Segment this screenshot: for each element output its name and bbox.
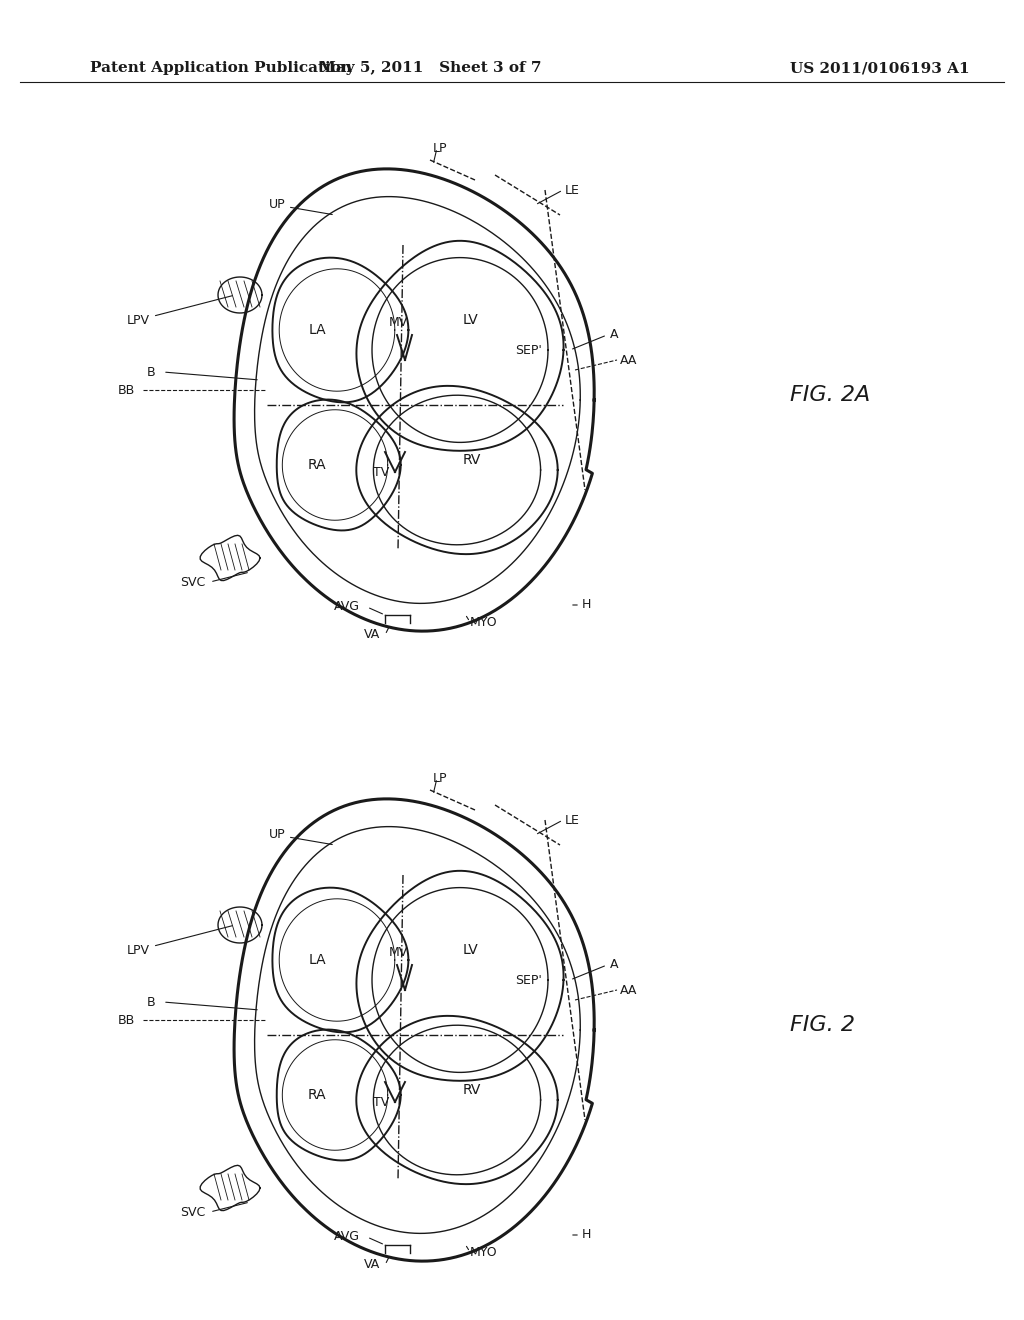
Text: AVG: AVG: [334, 1230, 360, 1243]
Text: LP: LP: [433, 141, 447, 154]
Text: H: H: [582, 1229, 592, 1242]
Text: LV: LV: [462, 313, 478, 327]
Text: MV: MV: [389, 945, 409, 958]
Text: TV: TV: [373, 1097, 389, 1110]
Text: SEP': SEP': [515, 974, 542, 986]
Text: TV: TV: [373, 466, 389, 479]
Text: LV: LV: [462, 942, 478, 957]
Text: AA: AA: [620, 983, 637, 997]
Text: LE: LE: [565, 183, 580, 197]
Text: May 5, 2011   Sheet 3 of 7: May 5, 2011 Sheet 3 of 7: [318, 61, 542, 75]
Text: US 2011/0106193 A1: US 2011/0106193 A1: [790, 61, 970, 75]
Text: B: B: [146, 366, 155, 379]
Text: LP: LP: [433, 771, 447, 784]
Text: LA: LA: [308, 953, 326, 968]
Text: RV: RV: [463, 453, 481, 467]
Text: Patent Application Publication: Patent Application Publication: [90, 61, 352, 75]
Text: FIG. 2A: FIG. 2A: [790, 385, 870, 405]
Text: A: A: [610, 958, 618, 972]
Text: LA: LA: [308, 323, 326, 337]
Text: AA: AA: [620, 354, 637, 367]
Text: MV: MV: [389, 315, 409, 329]
Text: MYO: MYO: [470, 615, 498, 628]
Text: RA: RA: [307, 458, 327, 473]
Text: LPV: LPV: [127, 925, 232, 957]
Text: AVG: AVG: [334, 601, 360, 614]
Text: FIG. 2: FIG. 2: [790, 1015, 855, 1035]
Text: H: H: [582, 598, 592, 611]
Text: VA: VA: [364, 628, 380, 642]
Text: B: B: [146, 995, 155, 1008]
Text: MYO: MYO: [470, 1246, 498, 1258]
Text: BB: BB: [118, 384, 135, 396]
Text: UP: UP: [268, 829, 332, 845]
Text: BB: BB: [118, 1014, 135, 1027]
Text: SVC: SVC: [180, 576, 205, 589]
Text: SVC: SVC: [180, 1205, 205, 1218]
Text: LE: LE: [565, 813, 580, 826]
Text: SEP': SEP': [515, 343, 542, 356]
Text: RV: RV: [463, 1082, 481, 1097]
Text: RA: RA: [307, 1088, 327, 1102]
Text: VA: VA: [364, 1258, 380, 1271]
Text: LPV: LPV: [127, 296, 232, 326]
Text: A: A: [610, 329, 618, 342]
Text: UP: UP: [268, 198, 332, 215]
